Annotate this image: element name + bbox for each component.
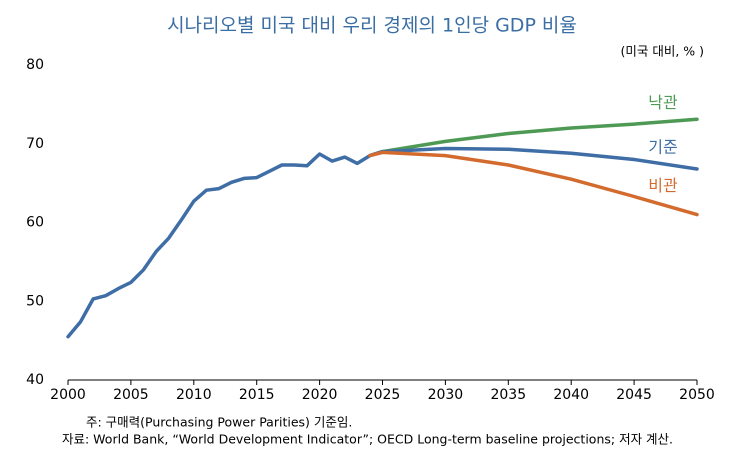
x-tick-label: 2025: [365, 387, 401, 403]
series-label: 낙관: [648, 93, 678, 112]
source: 자료: World Bank, “World Development Indic…: [62, 432, 673, 447]
x-tick-label: 2020: [302, 387, 338, 403]
x-tick-label: 2050: [679, 387, 715, 403]
x-tick-label: 2030: [428, 387, 464, 403]
series-line: [66, 146, 699, 339]
x-tick-label: 2035: [490, 387, 526, 403]
y-tick-label: 70: [26, 136, 44, 152]
series-label: 기준: [648, 137, 677, 156]
y-tick-label: 50: [26, 293, 44, 309]
x-tick-label: 2045: [616, 387, 652, 403]
note: 주: 구매력(Purchasing Power Parities) 기준임.: [86, 415, 352, 430]
series-label: 비관: [648, 176, 678, 195]
x-tick-label: 2015: [239, 387, 275, 403]
y-tick-label: 80: [26, 57, 44, 73]
chart-title: 시나리오별 미국 대비 우리 경제의 1인당 GDP 비율: [167, 15, 577, 37]
x-tick-label: 2005: [113, 387, 149, 403]
series-line: [368, 150, 699, 217]
unit-label: (미국 대비, % ): [620, 44, 704, 59]
x-tick-label: 2040: [553, 387, 589, 403]
y-tick-label: 60: [26, 215, 44, 231]
x-tick-label: 2010: [176, 387, 212, 403]
y-tick-label: 40: [26, 372, 44, 388]
x-tick-label: 2000: [50, 387, 86, 403]
